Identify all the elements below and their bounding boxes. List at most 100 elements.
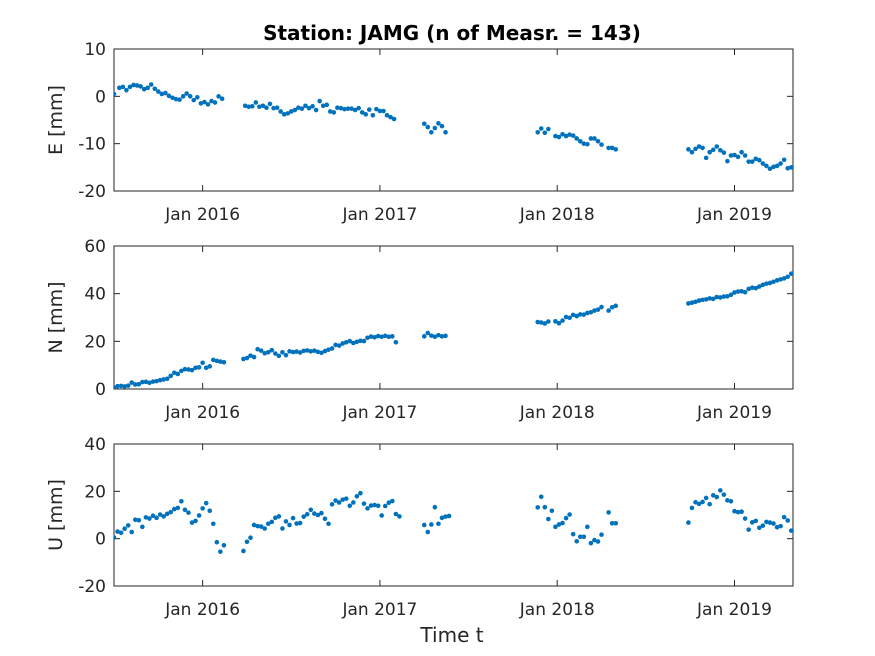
data-point xyxy=(182,507,188,513)
data-point xyxy=(696,298,702,303)
x-tick-label: Jan 2017 xyxy=(341,600,417,620)
data-point xyxy=(613,147,619,152)
data-point xyxy=(574,313,580,319)
data-point xyxy=(306,105,312,111)
data-point xyxy=(304,511,310,517)
data-point xyxy=(148,82,154,87)
data-point xyxy=(324,102,330,108)
data-point xyxy=(707,501,712,507)
data-point xyxy=(333,342,338,348)
data-point xyxy=(336,500,342,505)
data-point xyxy=(553,133,558,139)
data-point xyxy=(592,537,597,543)
y-tick-label: 40 xyxy=(84,285,106,305)
data-point xyxy=(563,515,569,521)
data-point xyxy=(746,286,751,292)
data-point xyxy=(732,152,737,158)
data-point xyxy=(386,500,392,505)
data-point xyxy=(253,100,259,105)
data-point xyxy=(425,124,431,130)
data-point xyxy=(203,365,209,371)
data-point xyxy=(746,159,751,164)
data-point xyxy=(269,347,275,353)
data-point xyxy=(788,165,793,170)
data-point xyxy=(179,498,184,504)
data-point xyxy=(117,85,122,91)
data-point xyxy=(390,498,395,504)
data-point xyxy=(138,84,143,89)
data-point xyxy=(342,106,347,112)
data-point xyxy=(757,525,762,531)
data-point xyxy=(136,381,142,387)
data-point xyxy=(735,154,741,160)
data-point xyxy=(312,511,317,516)
data-point xyxy=(262,350,267,356)
data-point xyxy=(439,123,445,129)
data-point xyxy=(556,522,562,527)
data-point xyxy=(157,377,163,383)
data-point xyxy=(388,114,393,120)
data-point xyxy=(159,91,165,97)
panel-up: -20 0 20 40 Jan 2016 Jan 2017 Jan 2018 Jan 2019… xyxy=(45,435,794,620)
data-point xyxy=(606,145,611,151)
data-point xyxy=(134,83,140,88)
data-point xyxy=(147,380,152,386)
data-point xyxy=(581,141,587,146)
data-point xyxy=(577,139,583,144)
data-point xyxy=(168,509,174,515)
data-point xyxy=(432,125,438,131)
data-point xyxy=(379,513,384,518)
data-point xyxy=(327,109,333,114)
data-point xyxy=(122,384,127,389)
data-point xyxy=(210,357,216,363)
x-tick-label: Jan 2018 xyxy=(519,600,595,620)
data-point xyxy=(749,285,755,291)
data-point xyxy=(280,526,285,531)
data-point xyxy=(170,95,175,101)
data-point xyxy=(317,98,322,104)
data-point xyxy=(271,105,276,111)
data-point xyxy=(115,529,120,534)
data-point xyxy=(175,505,181,511)
data-point xyxy=(368,334,374,339)
data-point xyxy=(382,503,388,509)
data-point xyxy=(710,296,716,302)
data-point xyxy=(749,159,755,164)
data-point xyxy=(609,520,615,526)
data-point xyxy=(193,518,198,524)
data-point xyxy=(384,112,390,118)
data-point xyxy=(771,164,776,170)
data-point xyxy=(281,112,287,117)
y-tick-label: 40 xyxy=(84,435,106,455)
data-point xyxy=(196,513,202,518)
data-point xyxy=(535,505,541,510)
data-point xyxy=(336,343,342,348)
data-point xyxy=(258,524,264,529)
data-point xyxy=(563,133,569,139)
data-point xyxy=(365,506,370,511)
data-point xyxy=(686,147,691,152)
data-point xyxy=(242,103,248,109)
data-point xyxy=(356,105,361,111)
data-point xyxy=(127,84,133,90)
data-point xyxy=(778,161,783,166)
data-point xyxy=(340,497,345,502)
data-point xyxy=(164,511,170,517)
axes-box xyxy=(113,443,794,587)
axes-layer: -20 -10 0 10 Jan 2016 Jan 2017 Jan 2018 Jan 201… xyxy=(45,40,794,620)
data-point xyxy=(577,534,583,540)
x-tick-label: Jan 2018 xyxy=(519,205,595,225)
data-point xyxy=(549,508,555,514)
data-point xyxy=(436,121,441,126)
data-point xyxy=(186,367,191,372)
data-point xyxy=(294,349,299,354)
data-point xyxy=(143,379,149,385)
data-point xyxy=(258,348,264,353)
data-point xyxy=(757,284,762,289)
data-point xyxy=(276,514,282,519)
data-point xyxy=(742,516,748,521)
series-north xyxy=(114,271,793,389)
data-point xyxy=(767,166,773,172)
data-point xyxy=(338,105,344,111)
